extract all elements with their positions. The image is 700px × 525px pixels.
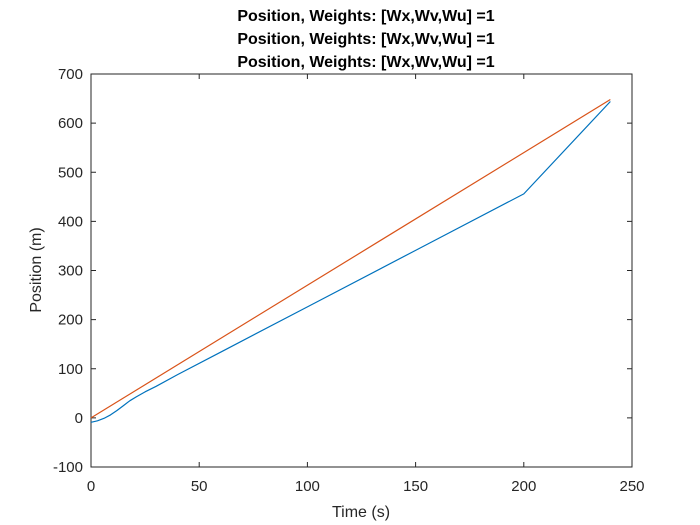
x-tick-label: 250 (619, 478, 644, 495)
y-tick-label: 0 (75, 410, 83, 427)
y-tick-label: 200 (58, 312, 83, 329)
plot-area (90, 73, 633, 468)
x-axis-label: Time (s) (332, 504, 390, 521)
y-tick-label: 700 (58, 66, 83, 83)
y-tick-label: 500 (58, 164, 83, 181)
y-tick-label: 400 (58, 213, 83, 230)
y-tick-label: 300 (58, 263, 83, 280)
x-tick-label: 200 (511, 478, 536, 495)
x-tick-label: 100 (295, 478, 320, 495)
series-lines (90, 99, 611, 423)
chart-title: Position, Weights: [Wx,Wv,Wu] =1 Positio… (237, 8, 494, 71)
x-axis: 0 50 100 150 200 250 (87, 74, 645, 495)
chart-title-line: Position, Weights: [Wx,Wv,Wu] =1 (237, 8, 494, 25)
y-tick-label: 100 (58, 361, 83, 378)
y-axis-label: Position (m) (28, 227, 45, 312)
series-line-1 (90, 101, 611, 423)
y-tick-label: -100 (53, 459, 83, 476)
chart-title-line: Position, Weights: [Wx,Wv,Wu] =1 (237, 54, 494, 71)
y-tick-label: 600 (58, 115, 83, 132)
x-tick-label: 150 (403, 478, 428, 495)
x-tick-label: 0 (87, 478, 95, 495)
chart-title-line: Position, Weights: [Wx,Wv,Wu] =1 (237, 31, 494, 48)
y-axis: -100 0 100 200 300 400 500 600 700 (53, 66, 632, 476)
series-line-2 (90, 99, 611, 419)
x-tick-label: 50 (191, 478, 208, 495)
